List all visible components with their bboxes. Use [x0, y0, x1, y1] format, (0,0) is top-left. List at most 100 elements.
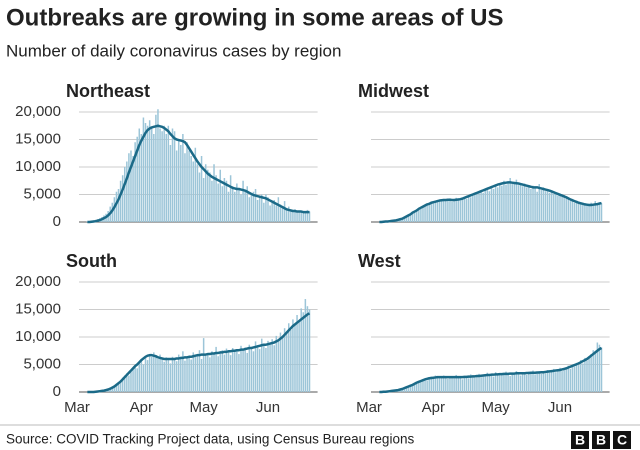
- bar: [584, 357, 586, 392]
- bar: [565, 368, 567, 392]
- bar: [281, 208, 284, 222]
- x-tick-label: Apr: [422, 399, 445, 416]
- bar: [157, 109, 159, 222]
- bar: [207, 169, 209, 222]
- bar: [521, 372, 524, 392]
- bar: [117, 189, 120, 222]
- y-tick-label: 15,000: [15, 130, 61, 147]
- bar: [242, 180, 244, 222]
- bar: [292, 319, 294, 392]
- bar: [236, 183, 238, 222]
- bar: [422, 379, 424, 392]
- bar: [490, 186, 493, 222]
- bar: [550, 371, 553, 392]
- bar: [546, 189, 549, 222]
- bar: [207, 353, 209, 392]
- bar: [445, 376, 447, 392]
- bar: [194, 356, 197, 392]
- bar: [225, 348, 228, 392]
- bar: [575, 200, 578, 222]
- source: Source: COVID Tracking Project data, usi…: [6, 432, 414, 447]
- bar: [177, 354, 180, 392]
- bar: [182, 351, 184, 392]
- bar: [422, 206, 424, 222]
- logo-letter: B: [596, 432, 606, 448]
- bar: [209, 172, 211, 222]
- bar: [580, 360, 582, 392]
- bar: [121, 377, 124, 392]
- bar: [188, 150, 190, 222]
- bar: [428, 377, 430, 392]
- bar: [161, 357, 163, 392]
- bar: [440, 201, 443, 222]
- bar: [521, 186, 524, 222]
- bar: [517, 185, 520, 222]
- bar: [263, 345, 265, 392]
- bar: [184, 360, 186, 392]
- bar: [180, 358, 182, 392]
- bar: [424, 205, 426, 222]
- bar: [290, 209, 292, 222]
- bar: [586, 360, 588, 392]
- bar: [298, 319, 300, 392]
- bar: [420, 208, 422, 222]
- bar: [146, 360, 149, 392]
- bar: [480, 377, 482, 392]
- logo: B B C: [571, 431, 631, 449]
- bar: [283, 201, 286, 222]
- bar: [200, 359, 203, 392]
- bar: [401, 388, 403, 392]
- bar: [279, 332, 282, 392]
- bar: [180, 145, 182, 222]
- logo-letter: B: [575, 432, 585, 448]
- bar: [528, 371, 530, 392]
- trend-line: [379, 181, 602, 224]
- bar: [281, 337, 284, 392]
- bar: [265, 194, 267, 222]
- bar: [119, 379, 122, 392]
- bar: [128, 375, 130, 392]
- bar: [463, 377, 466, 392]
- bar: [486, 188, 489, 222]
- bar: [420, 381, 422, 392]
- bar: [288, 323, 290, 392]
- bar: [434, 375, 437, 392]
- bar: [155, 114, 157, 222]
- bar: [511, 184, 513, 222]
- bar: [540, 373, 543, 392]
- bar: [186, 142, 188, 222]
- bar: [401, 218, 403, 222]
- bar: [111, 387, 114, 392]
- bar: [165, 134, 168, 222]
- bar: [134, 142, 136, 222]
- bar: [175, 361, 178, 392]
- bar: [119, 180, 122, 222]
- bar: [555, 192, 557, 222]
- bar: [571, 364, 574, 392]
- bar: [577, 203, 580, 222]
- bar: [196, 164, 199, 222]
- bar: [198, 350, 201, 392]
- bar: [240, 345, 242, 392]
- bar: [188, 356, 190, 392]
- bar: [482, 192, 484, 222]
- bar: [532, 370, 534, 392]
- bar: [115, 383, 118, 392]
- bar: [261, 338, 263, 392]
- bar: [213, 164, 215, 222]
- bar: [231, 348, 234, 392]
- y-tick-label: 0: [53, 383, 61, 400]
- bar: [563, 369, 565, 392]
- bar: [465, 198, 468, 222]
- x-tick-label: Mar: [64, 399, 90, 416]
- bar: [457, 199, 460, 222]
- bar: [488, 191, 491, 222]
- bar: [126, 161, 128, 222]
- bar: [202, 178, 205, 222]
- bar: [302, 211, 305, 222]
- bar: [432, 378, 435, 392]
- bar: [424, 378, 426, 392]
- bar: [550, 190, 553, 222]
- bar: [290, 329, 292, 392]
